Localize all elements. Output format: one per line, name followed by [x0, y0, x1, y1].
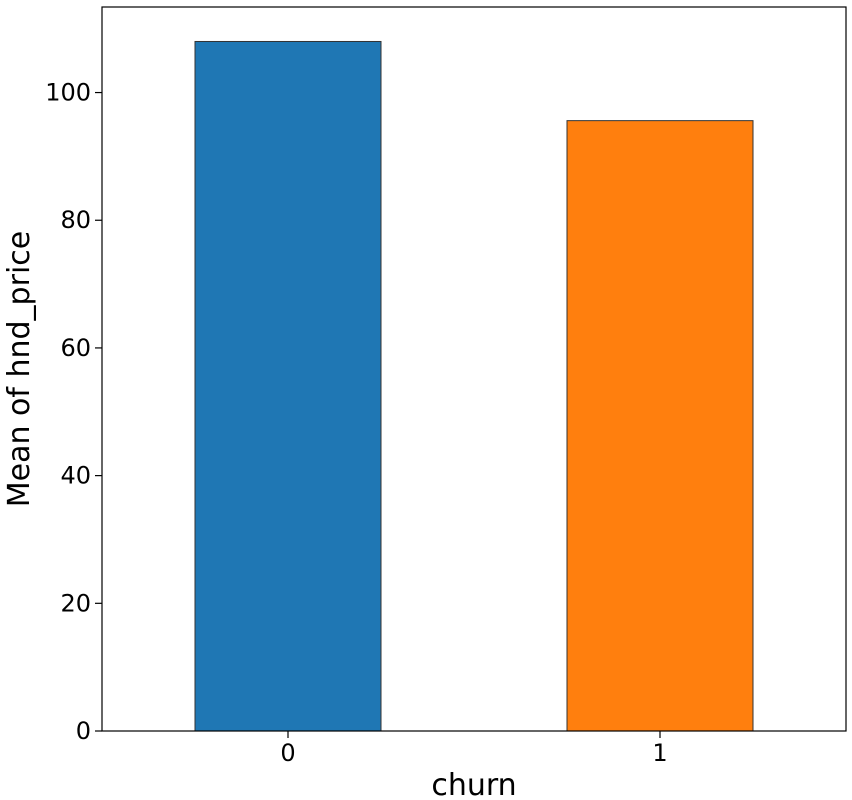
bars-layer	[194, 40, 754, 732]
y-axis-label: Mean of hnd_price	[2, 231, 37, 507]
y-tick-label: 60	[60, 334, 91, 362]
y-tick-label: 0	[76, 717, 91, 745]
x-axis-label: churn	[431, 768, 516, 796]
y-tick-label: 100	[45, 79, 91, 107]
ticks-layer: 0 20 40 60 80 100 0 1	[45, 79, 667, 767]
y-tick-label: 40	[60, 462, 91, 490]
bar-0	[194, 40, 382, 732]
bar-1	[566, 120, 754, 732]
x-tick-label: 1	[652, 739, 667, 767]
y-tick-label: 20	[60, 589, 91, 617]
x-tick-label: 0	[280, 739, 295, 767]
plot-frame	[101, 6, 847, 732]
y-tick-label: 80	[60, 206, 91, 234]
axes-layer	[101, 6, 847, 732]
